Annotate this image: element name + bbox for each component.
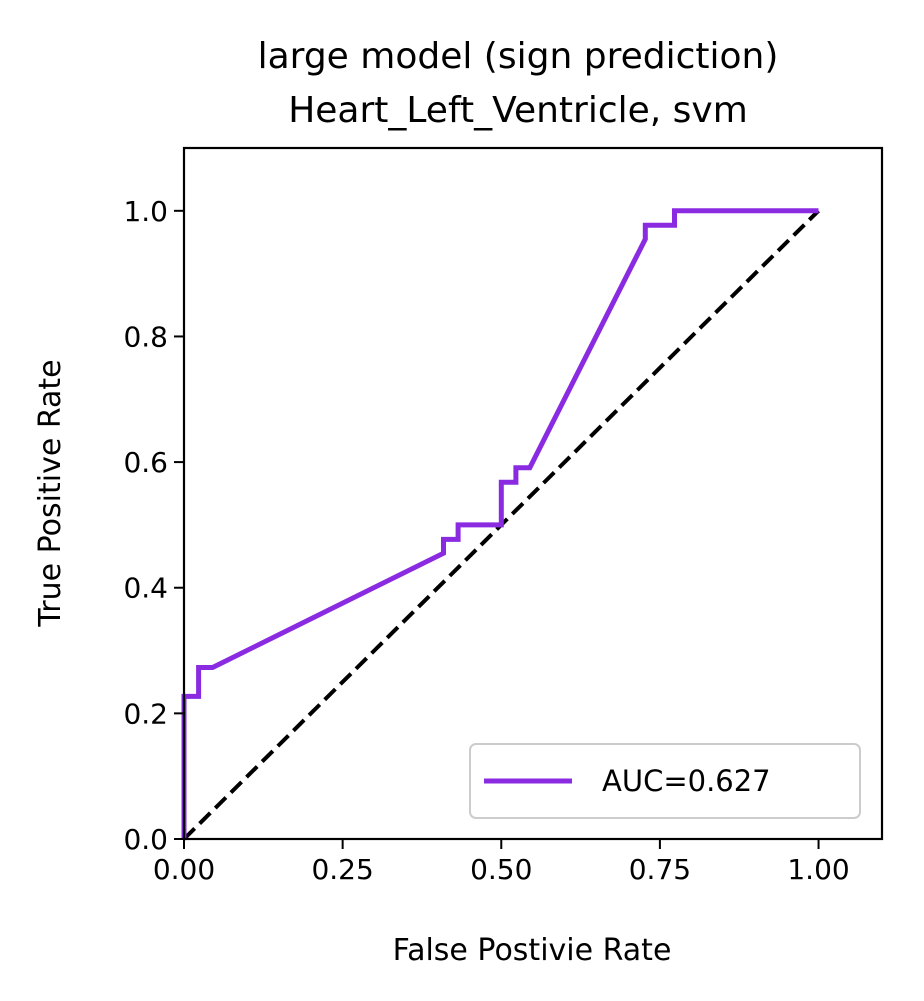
roc-curve-line <box>181 208 819 839</box>
y-tick-label: 0.4 <box>123 572 168 605</box>
plot-area: 0.00 0.25 0.50 0.75 1.00 0.0 0.2 0.4 0.6 0.8 1.0 <box>123 146 884 886</box>
x-tick-label: 0.50 <box>470 853 532 886</box>
y-tick-label: 0.0 <box>123 823 168 856</box>
axes-frame <box>182 146 884 841</box>
y-axis-label: True Positive Rate <box>33 359 68 627</box>
legend-box <box>469 743 861 819</box>
x-tick-label: 0.00 <box>153 853 215 886</box>
legend: AUC=0.627 <box>469 743 861 819</box>
chart-title-line-2: Heart_Left_Ventricle, svm <box>288 90 748 131</box>
legend-label: AUC=0.627 <box>602 764 771 798</box>
y-tick-label: 0.8 <box>123 320 168 353</box>
y-tick-label: 0.6 <box>123 446 168 479</box>
x-tick-label: 0.25 <box>311 853 373 886</box>
y-tick-label: 0.2 <box>123 697 168 730</box>
x-axis-label: False Postivie Rate <box>393 933 672 968</box>
y-tick-label: 1.0 <box>123 195 168 228</box>
x-tick-label: 0.75 <box>629 853 691 886</box>
chart-title-line-1: large model (sign prediction) <box>258 36 779 77</box>
x-tick-label: 1.00 <box>787 853 849 886</box>
